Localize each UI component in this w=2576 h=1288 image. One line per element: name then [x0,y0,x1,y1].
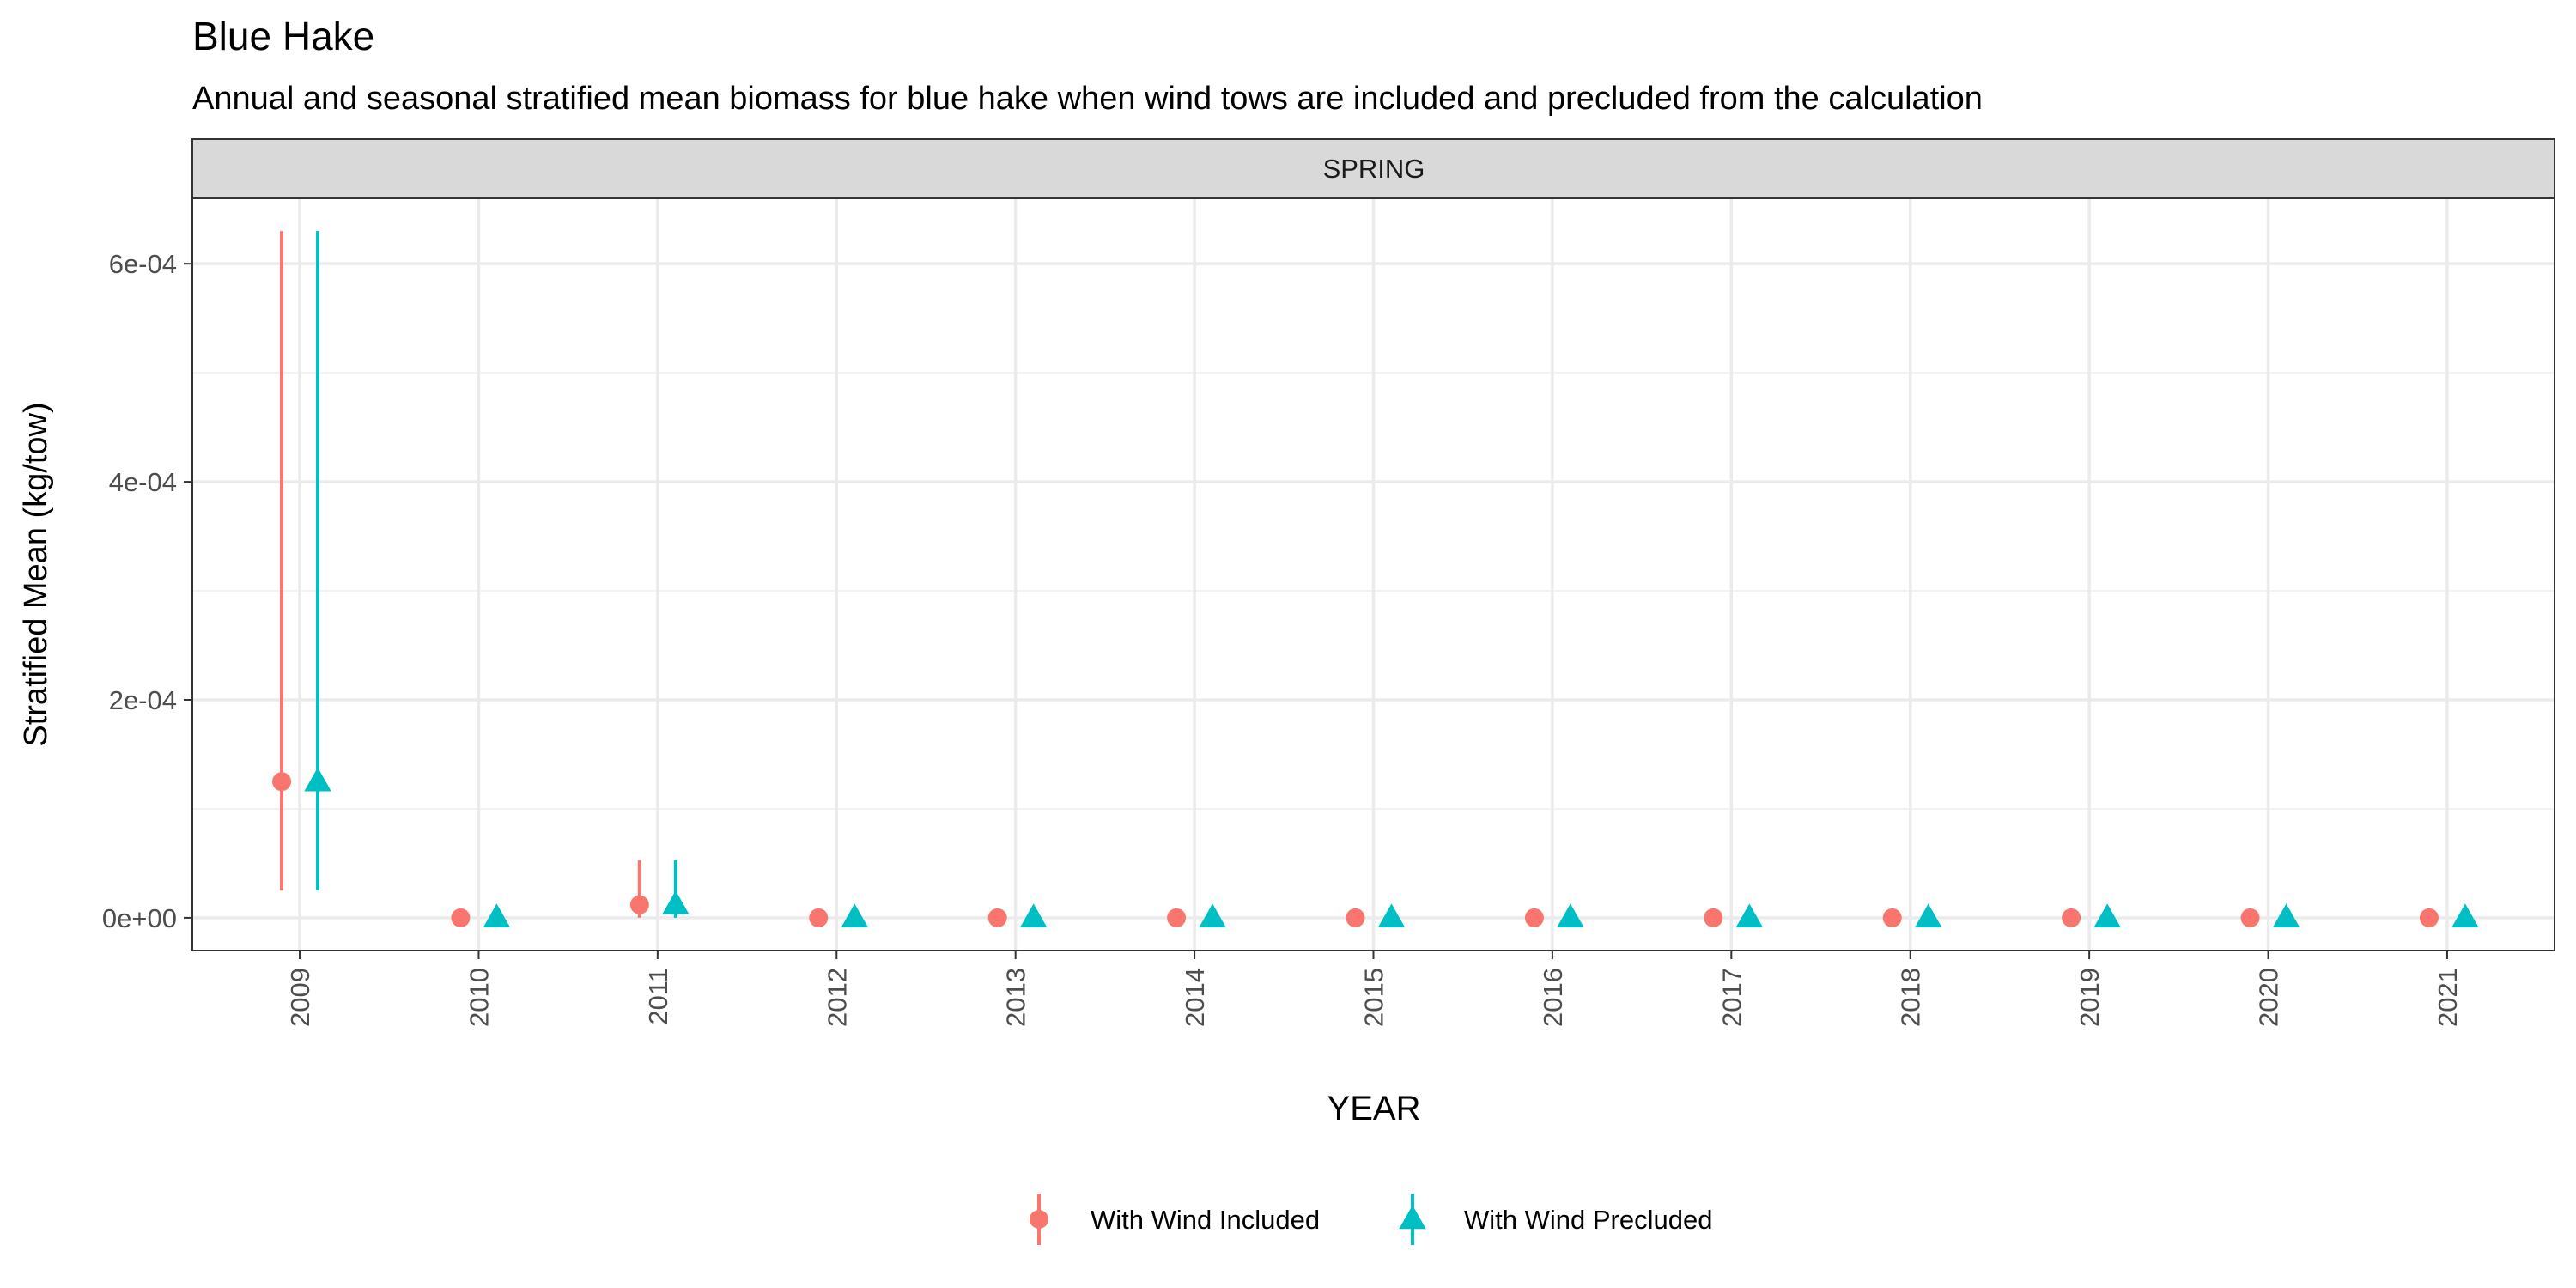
chart-subtitle: Annual and seasonal stratified mean biom… [192,81,1983,117]
data-marks [272,231,2479,928]
x-tick-label: 2019 [2075,968,2105,1027]
data-point-triangle [2451,903,2479,928]
chart-title: Blue Hake [192,14,374,58]
data-point-circle [1524,908,1544,927]
data-point-triangle [1019,903,1048,928]
y-axis-title: Stratified Mean (kg/tow) [18,402,54,746]
legend-label: With Wind Included [1091,1205,1320,1235]
facet-strip [191,138,2555,199]
data-point-circle [1882,908,1902,927]
y-tick-label: 6e-04 [109,249,177,279]
x-tick-label: 2010 [464,968,494,1027]
facet-label: SPRING [1323,154,1425,184]
x-axis: 2009 2010 2011 2012 2013 2014 2015 2016 2017 2018… [285,951,2463,1027]
data-point-circle [987,908,1007,927]
x-tick-label: 2015 [1359,968,1389,1027]
x-tick-label: 2012 [822,968,852,1027]
x-axis-title: YEAR [1327,1090,1421,1127]
x-tick-label: 2020 [2254,968,2284,1027]
data-point-circle [1704,908,1723,927]
y-tick-label: 0e+00 [102,903,177,933]
y-tick-label: 4e-04 [109,467,177,497]
y-tick-label: 2e-04 [109,685,177,715]
legend-key-circle [1030,1210,1048,1229]
data-point-triangle [1199,903,1226,928]
x-tick-label: 2009 [285,968,315,1027]
data-point-circle [1167,908,1187,927]
data-point-triangle [483,903,511,928]
data-point-triangle [2093,903,2121,928]
data-point-circle [2240,908,2260,927]
data-point-triangle [1377,903,1406,928]
data-point-circle [272,772,292,792]
x-tick-label: 2018 [1896,968,1926,1027]
x-tick-label: 2016 [1538,968,1568,1027]
x-tick-label: 2013 [1001,968,1031,1027]
data-point-circle [809,908,829,927]
legend-label: With Wind Precluded [1464,1205,1712,1235]
data-point-triangle [662,890,690,914]
x-tick-label: 2011 [643,968,673,1025]
grid-layer [192,198,2555,951]
data-point-triangle [841,903,869,928]
data-point-triangle [1735,903,1764,928]
data-point-circle [2419,908,2439,927]
data-point-triangle [1557,903,1584,928]
legend-key-triangle [1399,1205,1426,1230]
data-point-triangle [2272,903,2300,928]
x-tick-label: 2014 [1180,968,1210,1027]
data-point-triangle [304,767,331,792]
data-point-triangle [1914,903,1942,928]
data-point-circle [629,895,649,914]
legend: With Wind Included With Wind Precluded [1030,1194,1712,1245]
y-axis: 0e+00 2e-04 4e-04 6e-04 [102,249,192,933]
plot-panel-border [191,197,2555,951]
data-point-circle [451,908,471,927]
x-tick-label: 2021 [2433,968,2463,1027]
data-point-circle [2062,908,2081,927]
data-point-circle [1346,908,1365,927]
x-tick-label: 2017 [1716,968,1747,1027]
